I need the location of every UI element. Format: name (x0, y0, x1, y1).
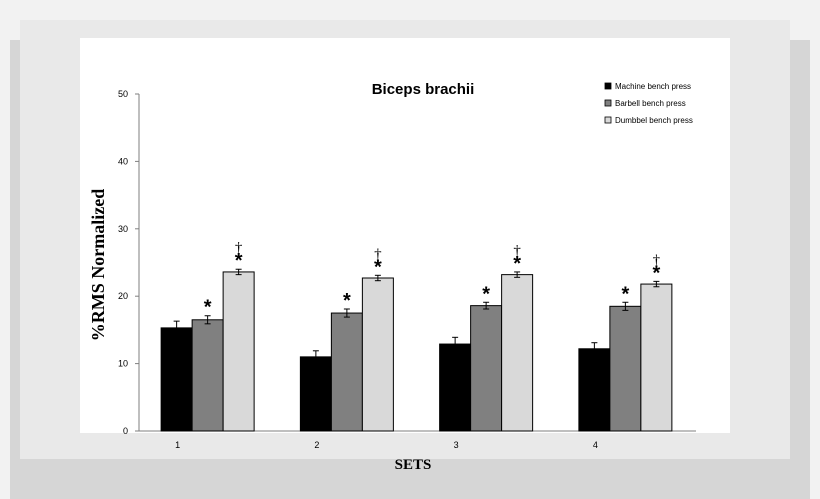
significance-dagger: † (235, 240, 243, 256)
bar-barbell-bench-press-set-2 (330, 312, 363, 432)
significance-asterisk: * (482, 283, 490, 305)
significance-asterisk: * (343, 290, 351, 312)
y-axis-label: %RMS Normalized (88, 189, 108, 341)
bars: **†**†**†**† (160, 240, 673, 432)
y-tick-label: 50 (118, 89, 128, 99)
bar-machine-bench-press-set-4 (578, 348, 611, 432)
bar-machine-bench-press-set-2 (299, 356, 332, 432)
legend: Machine bench press Barbell bench press Du… (604, 82, 693, 125)
bar-dumbbel-bench-press-set-3 (501, 274, 534, 432)
y-tick-label: 30 (118, 224, 128, 234)
bar-barbell-bench-press-set-1 (191, 319, 224, 432)
legend-swatch (604, 116, 612, 124)
x-tick-label: 2 (314, 440, 319, 450)
bar-barbell-bench-press-set-3 (470, 305, 503, 432)
bar-machine-bench-press-set-1 (160, 327, 193, 432)
significance-asterisk: * (374, 256, 382, 278)
x-tick-label: 3 (454, 440, 459, 450)
significance-dagger: † (653, 252, 661, 268)
x-ticks: 1 2 3 4 (175, 440, 598, 450)
legend-label: Barbell bench press (615, 99, 686, 108)
y-ticks: 0 10 20 30 40 50 (118, 89, 139, 436)
significance-asterisk: * (652, 262, 660, 284)
significance-dagger: † (374, 246, 382, 262)
bar-barbell-bench-press-set-4 (609, 305, 642, 432)
significance-asterisk: * (621, 283, 629, 305)
significance-dagger: † (513, 243, 521, 259)
significance-asterisk: * (235, 250, 243, 272)
chart-title: Biceps brachii (372, 81, 475, 98)
significance-asterisk: * (204, 297, 212, 319)
bar-dumbbel-bench-press-set-4 (640, 283, 673, 432)
y-tick-label: 10 (118, 359, 128, 369)
significance-asterisk: * (513, 253, 521, 275)
y-tick-label: 20 (118, 291, 128, 301)
y-tick-label: 0 (123, 426, 128, 436)
bar-dumbbel-bench-press-set-1 (222, 271, 255, 432)
bar-dumbbel-bench-press-set-2 (361, 277, 394, 432)
legend-swatch (604, 82, 612, 90)
x-tick-label: 1 (175, 440, 180, 450)
legend-label: Machine bench press (615, 82, 691, 91)
x-axis-label: SETS (395, 457, 432, 473)
legend-label: Dumbbel bench press (615, 116, 693, 125)
legend-swatch (604, 99, 612, 107)
bar-machine-bench-press-set-3 (439, 343, 472, 432)
y-tick-label: 40 (118, 156, 128, 166)
x-tick-label: 4 (593, 440, 598, 450)
